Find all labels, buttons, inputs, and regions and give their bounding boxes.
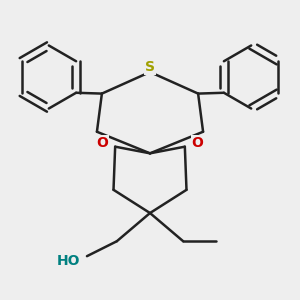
Text: O: O xyxy=(97,136,109,150)
Text: S: S xyxy=(145,60,155,74)
Text: O: O xyxy=(191,136,203,150)
Text: HO: HO xyxy=(57,254,80,268)
